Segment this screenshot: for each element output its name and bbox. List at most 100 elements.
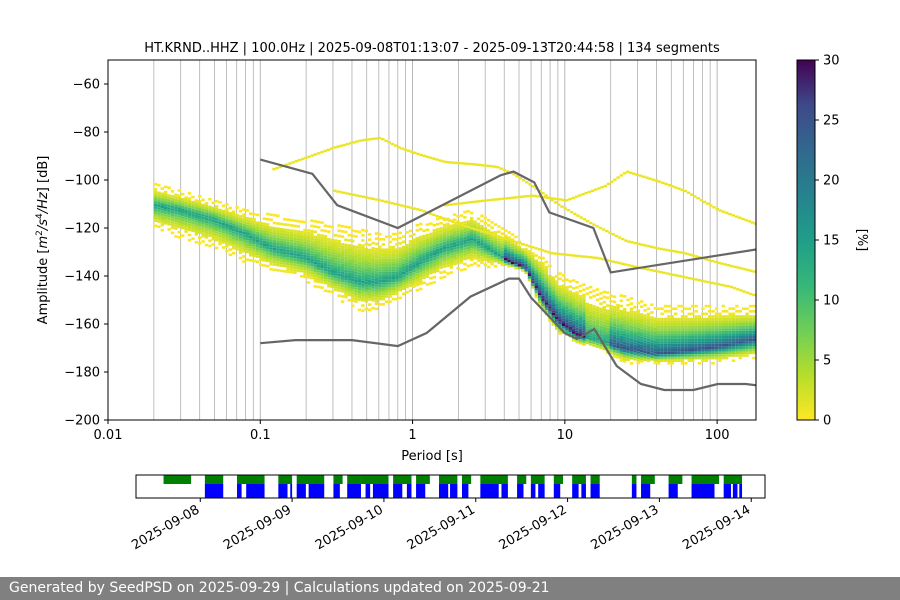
heatmap-cell [323, 229, 328, 233]
heatmap-cell [623, 331, 627, 334]
heatmap-cell [221, 238, 226, 241]
heatmap-cell [364, 263, 368, 267]
sparse-trace-cell [505, 170, 510, 173]
heatmap-cell [174, 216, 178, 220]
sparse-trace-cell [651, 178, 655, 181]
heatmap-cell [249, 259, 253, 262]
y-axis-label-part: Hz [36, 191, 51, 209]
heatmap-cell [153, 201, 158, 204]
heatmap-cell [731, 354, 736, 357]
heatmap-cell [289, 255, 294, 258]
heatmap-cell [296, 253, 300, 257]
nlnm-line [260, 277, 756, 392]
heatmap-cell [466, 223, 470, 226]
heatmap-cell [680, 328, 685, 331]
heatmap-cell [609, 294, 613, 298]
heatmap-cell [677, 359, 681, 362]
heatmap-cell [609, 331, 613, 334]
heatmap-cell [483, 234, 487, 238]
heatmap-cell [629, 325, 634, 329]
sparse-trace-cell [496, 235, 500, 238]
heatmap-cell [194, 201, 198, 205]
heatmap-cell [337, 260, 341, 264]
heatmap-cell [218, 219, 222, 222]
heatmap-cell [320, 257, 324, 261]
colorbar-tick-label: 25 [823, 114, 840, 129]
heatmap-cell [497, 256, 501, 259]
heatmap-cell [561, 323, 566, 327]
y-axis-label-part: / [36, 224, 51, 231]
heatmap-cell [646, 312, 651, 316]
heatmap-cell [487, 250, 491, 253]
heatmap-cell [456, 243, 460, 247]
heatmap-cell [374, 273, 379, 277]
heatmap-cell [691, 338, 695, 342]
heatmap-cell [177, 199, 181, 203]
heatmap-cell [568, 285, 572, 288]
heatmap-cell [293, 242, 297, 246]
heatmap-cell [728, 338, 732, 342]
sparse-trace-cell [387, 141, 391, 144]
heatmap-cell [449, 263, 453, 267]
heatmap-cell [551, 312, 555, 316]
sparse-trace-cell [390, 202, 394, 205]
heatmap-cell [531, 262, 535, 266]
sparse-trace-cell [699, 198, 703, 202]
heatmap-cell [364, 260, 368, 264]
heatmap-cell [446, 246, 450, 249]
heatmap-cell [204, 225, 209, 229]
heatmap-cell [466, 233, 470, 236]
heatmap-cell [344, 274, 348, 278]
heatmap-cell [395, 264, 399, 267]
heatmap-cell [623, 341, 627, 345]
sparse-trace-cell [710, 259, 715, 263]
sparse-trace-cell [412, 207, 417, 210]
heatmap-cell [510, 246, 515, 249]
heatmap-cell [606, 319, 610, 323]
heatmap-cell [534, 288, 538, 291]
heatmap-cell [718, 317, 722, 321]
heatmap-cell [374, 255, 379, 259]
sparse-trace-cell [483, 231, 487, 234]
heatmap-cell [718, 330, 722, 334]
heatmap-cell [507, 241, 511, 245]
heatmap-cell [323, 289, 328, 293]
heatmap-cell [517, 258, 521, 262]
heatmap-cell [691, 341, 695, 344]
heatmap-cell [568, 326, 572, 330]
heatmap-cell [344, 290, 348, 294]
heatmap-cell [323, 273, 328, 277]
heatmap-cell [731, 333, 736, 336]
heatmap-cell [561, 315, 566, 319]
heatmap-cell [640, 321, 644, 324]
heatmap-cell [626, 345, 630, 348]
blue-availability-segment [480, 484, 499, 498]
y-axis-label-part: ] [dB] [36, 156, 51, 193]
sparse-trace-cell [320, 150, 324, 154]
heatmap-cell [544, 278, 549, 282]
heatmap-cell [667, 354, 671, 357]
sparse-trace-cell [704, 258, 708, 261]
heatmap-cell [599, 331, 603, 334]
heatmap-cell [704, 330, 708, 334]
heatmap-cell [208, 218, 212, 222]
heatmap-cell [691, 333, 695, 336]
sparse-trace-cell [656, 247, 660, 250]
heatmap-cell [708, 351, 712, 355]
heatmap-cell [419, 259, 423, 262]
heatmap-cell [677, 328, 681, 331]
heatmap-cell [708, 346, 712, 349]
heatmap-cell [578, 313, 583, 316]
sparse-trace-cell [553, 201, 558, 204]
sparse-trace-cell [645, 176, 649, 179]
heatmap-cell [684, 338, 688, 342]
heatmap-cell [748, 323, 753, 326]
heatmap-cell [351, 294, 355, 297]
heatmap-cell [748, 343, 753, 347]
sparse-trace-cell [531, 246, 535, 249]
sparse-trace-cell [707, 258, 711, 262]
heatmap-cell [636, 356, 640, 359]
heatmap-cell [558, 324, 562, 327]
heatmap-cell [306, 247, 311, 250]
heatmap-cell [745, 341, 749, 344]
